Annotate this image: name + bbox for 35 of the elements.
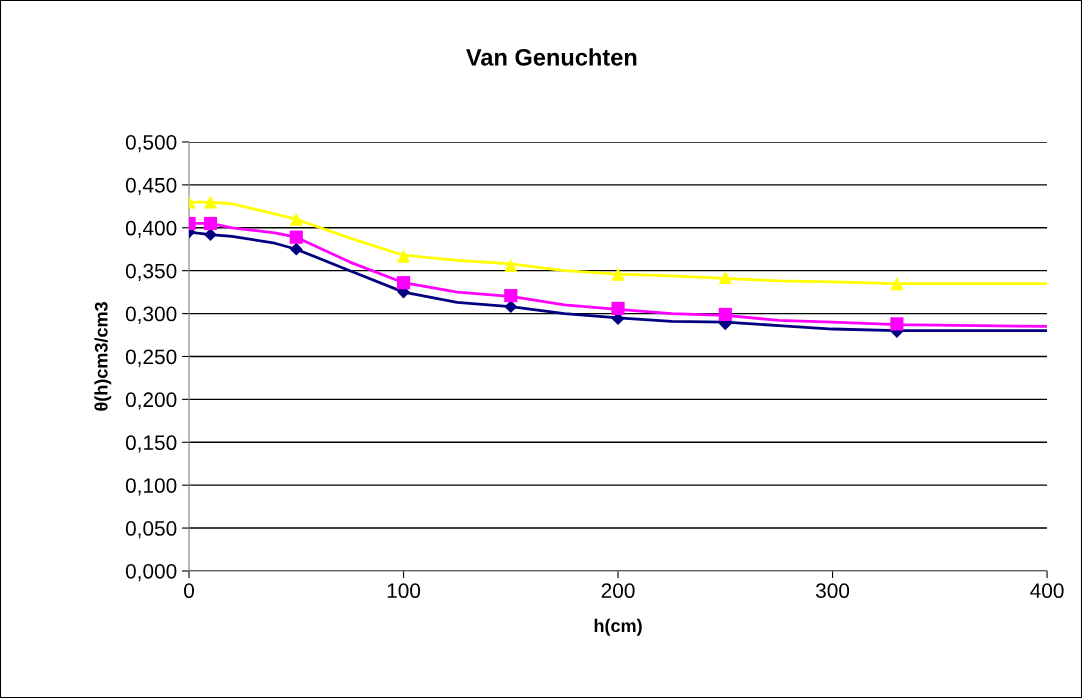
x-tick-label: 0 (184, 583, 194, 599)
x-tick-label: 100 (387, 583, 421, 599)
y-tick-label: 0,350 (125, 263, 177, 281)
y-axis-title: θ(h)cm3/cm3 (94, 302, 112, 411)
point (289, 242, 303, 256)
point (289, 212, 303, 226)
point (504, 258, 518, 273)
point (289, 230, 303, 244)
y-tick-label: 0,250 (125, 349, 177, 367)
x-tick-label: 200 (601, 583, 635, 599)
point (396, 249, 411, 263)
x-tick-label: 300 (815, 583, 850, 599)
y-tick-label: 0,500 (125, 134, 177, 153)
point (504, 288, 518, 303)
y-tick-label: 0,100 (125, 478, 177, 496)
point (203, 195, 218, 209)
point (611, 301, 625, 316)
point (611, 267, 625, 281)
y-tick-label: 0,450 (125, 177, 177, 196)
point (504, 300, 518, 314)
x-tick-label: 400 (1030, 583, 1064, 599)
point (890, 276, 904, 291)
y-tick-label: 0,200 (125, 392, 177, 410)
point (203, 216, 218, 231)
point (718, 307, 732, 322)
y-tick-label: 0,400 (125, 220, 177, 238)
chart-title: Van Genuchten (466, 48, 637, 66)
y-tick-label: 0,300 (125, 306, 177, 324)
y-tick-label: 0,150 (125, 435, 177, 453)
point (718, 270, 732, 285)
point (396, 276, 411, 290)
y-tick-label: 0,000 (125, 563, 177, 582)
x-axis-title: h(cm) (594, 618, 642, 636)
point (890, 317, 904, 331)
y-tick-label: 0,050 (125, 521, 177, 539)
